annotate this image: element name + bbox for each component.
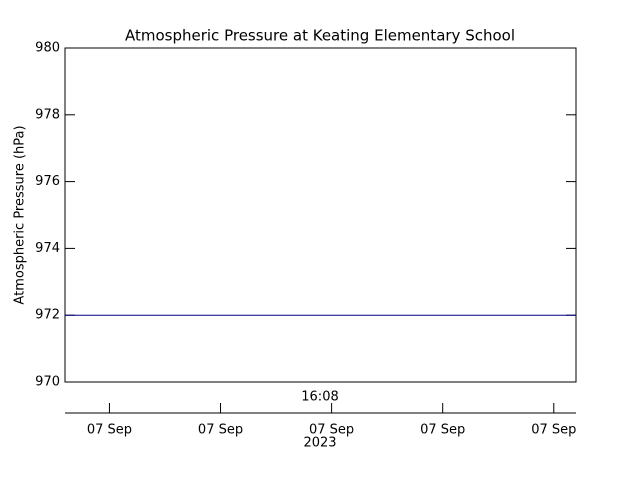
x-tick-label: 07 Sep bbox=[198, 423, 243, 438]
y-tick-label: 976 bbox=[35, 174, 60, 189]
y-tick-label: 980 bbox=[35, 41, 60, 56]
x-tick-label: 07 Sep bbox=[531, 423, 576, 438]
x-tick-label: 07 Sep bbox=[87, 423, 132, 438]
x-year-label: 2023 bbox=[303, 436, 336, 451]
y-axis-label: Atmospheric Pressure (hPa) bbox=[13, 125, 28, 304]
x-center-label: 16:08 bbox=[301, 390, 338, 405]
plot-frame bbox=[64, 47, 577, 383]
y-tick-label: 978 bbox=[35, 107, 60, 122]
y-tick-label: 970 bbox=[35, 375, 60, 390]
x-tick-label: 07 Sep bbox=[309, 423, 354, 438]
y-tick-label: 974 bbox=[35, 241, 60, 256]
chart-title: Atmospheric Pressure at Keating Elementa… bbox=[125, 27, 515, 45]
y-tick-label: 972 bbox=[35, 308, 60, 323]
x-tick-label: 07 Sep bbox=[420, 423, 465, 438]
